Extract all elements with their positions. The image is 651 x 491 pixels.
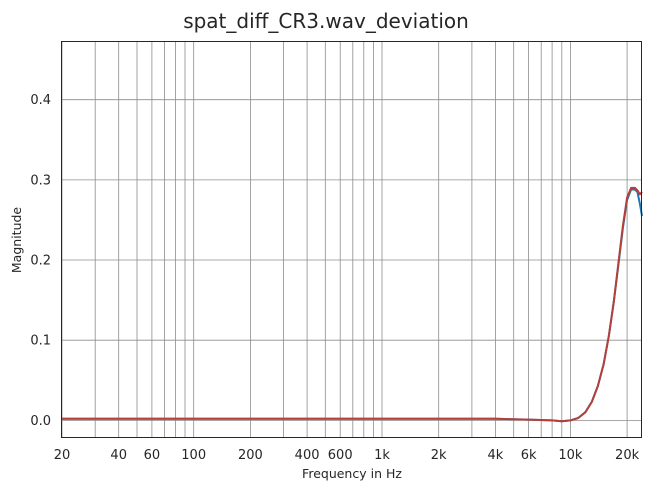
chart-title: spat_diff_CR3.wav_deviation: [183, 9, 469, 33]
x-tick-label: 200: [238, 448, 263, 463]
y-tick-label: 0.2: [30, 254, 51, 269]
series-lines: [62, 186, 643, 423]
x-tick-label: 2k: [431, 448, 447, 463]
x-tick-label: 20: [54, 448, 71, 463]
y-axis-label: Magnitude: [9, 207, 24, 274]
y-tick-label: 0.0: [30, 414, 51, 429]
y-tick-labels: 0.0 0.1 0.2 0.3 0.4: [30, 93, 51, 429]
x-tick-label: 400: [295, 448, 320, 463]
x-tick-label: 4k: [487, 448, 503, 463]
x-tick-label: 10k: [558, 448, 583, 463]
series-line-1: [62, 188, 643, 423]
y-tick-label: 0.3: [30, 173, 51, 188]
x-tick-label: 1k: [374, 448, 390, 463]
series-line-2: [62, 186, 643, 423]
x-tick-label: 20k: [615, 448, 640, 463]
grid: [61, 42, 642, 438]
x-tick-labels: 20 40 60 100 200 400 600 1k 2k 4k 6k 10k 20k: [54, 448, 640, 463]
y-tick-label: 0.4: [30, 93, 51, 108]
x-tick-label: 40: [110, 448, 127, 463]
x-tick-label: 6k: [521, 448, 537, 463]
x-tick-label: 600: [328, 448, 353, 463]
x-tick-label: 60: [144, 448, 161, 463]
y-tick-label: 0.1: [30, 334, 51, 349]
x-axis-label: Frequency in Hz: [302, 466, 402, 481]
plot-frame: [61, 41, 642, 438]
x-tick-label: 100: [181, 448, 206, 463]
